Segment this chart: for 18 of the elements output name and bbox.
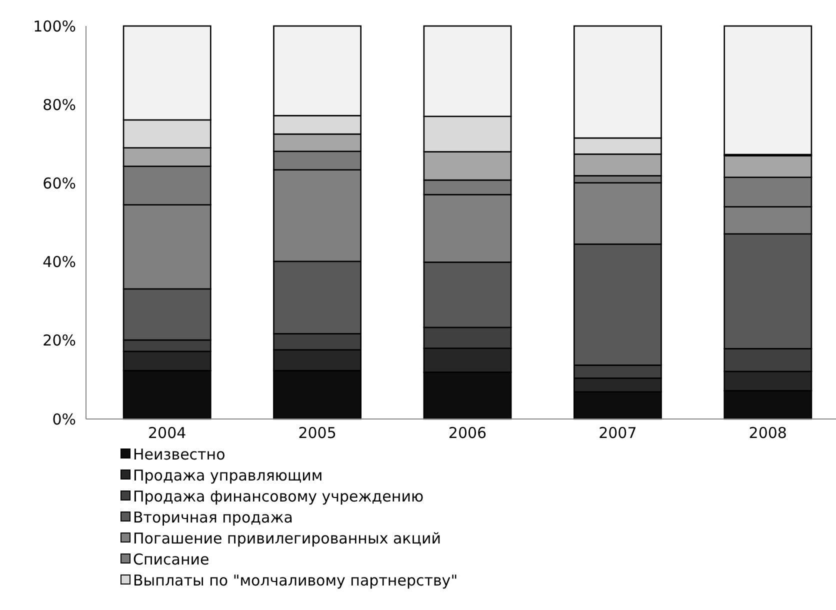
x-tick-label: 2006 [448,424,487,442]
y-tick-label: 80% [42,96,76,114]
y-tick-label: 40% [42,253,76,272]
legend-label: Продажа управляющим [133,466,323,484]
x-tick-label: 2007 [598,424,637,442]
y-tick-label: 20% [42,332,76,350]
y-tick-label: 0% [52,410,76,428]
x-tick-label: 2005 [298,424,336,442]
x-tick-label: 2008 [748,424,787,442]
legend-label: Продажа финансовому учреждению [133,487,424,506]
legend-label: Неизвестно [133,445,226,464]
legend-label: Вторичная продажа [133,508,293,526]
legend-label: Выплаты по "молчаливому партнерству" [133,571,458,590]
x-tick-label: 2004 [148,424,186,442]
y-tick-label: 60% [42,174,76,192]
legend-label: Списание [133,550,210,568]
y-tick-label: 100% [33,17,76,36]
legend-label: Погашение привилегированных акций [133,529,441,548]
